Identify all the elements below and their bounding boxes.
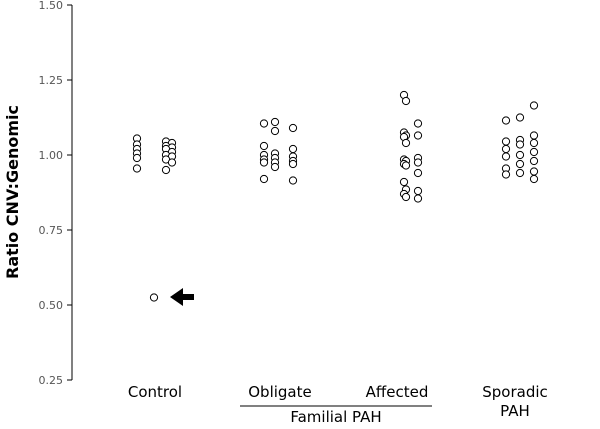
data-point <box>529 174 539 184</box>
outlier-arrow <box>170 288 194 306</box>
data-point <box>529 167 539 176</box>
y-tick-label: 0.75 <box>39 224 64 237</box>
y-tick-label: 1.00 <box>39 149 64 162</box>
data-point <box>401 161 411 170</box>
data-point <box>149 293 159 302</box>
category-label-obligate: Obligate <box>248 383 312 401</box>
data-point <box>515 113 525 122</box>
y-tick-label: 1.25 <box>39 74 64 87</box>
y-axis-label: Ratio CNV:Genomic <box>3 105 22 279</box>
data-point <box>529 138 539 148</box>
data-point <box>529 147 539 157</box>
data-point <box>529 131 539 140</box>
data-point <box>259 158 269 167</box>
data-point <box>259 141 269 151</box>
data-point <box>413 194 423 203</box>
data-point <box>501 152 511 161</box>
data-point <box>413 119 423 128</box>
y-tick-label: 0.50 <box>39 299 64 312</box>
data-point <box>401 96 411 106</box>
data-point <box>132 153 142 163</box>
data-point <box>501 144 511 154</box>
data-point <box>529 101 539 110</box>
familial-group-label: Familial PAH <box>290 408 381 426</box>
data-point <box>515 168 525 178</box>
data-point <box>288 159 298 169</box>
y-tick-label: 1.50 <box>39 0 64 12</box>
data-point <box>399 177 409 187</box>
data-points <box>132 90 539 302</box>
data-point <box>270 126 280 136</box>
y-axis: 0.25 0.50 0.75 1.00 1.25 1.50 <box>39 0 73 387</box>
data-point <box>270 117 280 127</box>
data-point <box>529 156 539 166</box>
data-point <box>413 158 423 167</box>
data-point <box>501 170 511 179</box>
category-label-control: Control <box>128 383 182 401</box>
category-label-affected: Affected <box>366 383 429 401</box>
data-point <box>259 119 269 128</box>
data-point <box>401 138 411 148</box>
y-tick-label: 0.25 <box>39 374 64 387</box>
data-point <box>288 123 298 133</box>
data-point <box>259 174 269 184</box>
data-point <box>413 131 423 140</box>
data-point <box>132 164 142 173</box>
data-point <box>401 192 411 202</box>
data-point <box>515 159 525 169</box>
data-point <box>413 168 423 178</box>
data-point <box>161 165 171 175</box>
data-point <box>515 140 525 149</box>
data-point <box>501 116 511 125</box>
category-label-sporadic: Sporadic PAH <box>482 383 548 420</box>
data-point <box>501 137 511 146</box>
data-point <box>288 144 298 154</box>
data-point <box>167 158 177 167</box>
arrow-icon <box>170 288 194 306</box>
data-point <box>515 150 525 160</box>
data-point <box>270 162 280 172</box>
data-point <box>413 186 423 196</box>
data-point <box>288 176 298 185</box>
